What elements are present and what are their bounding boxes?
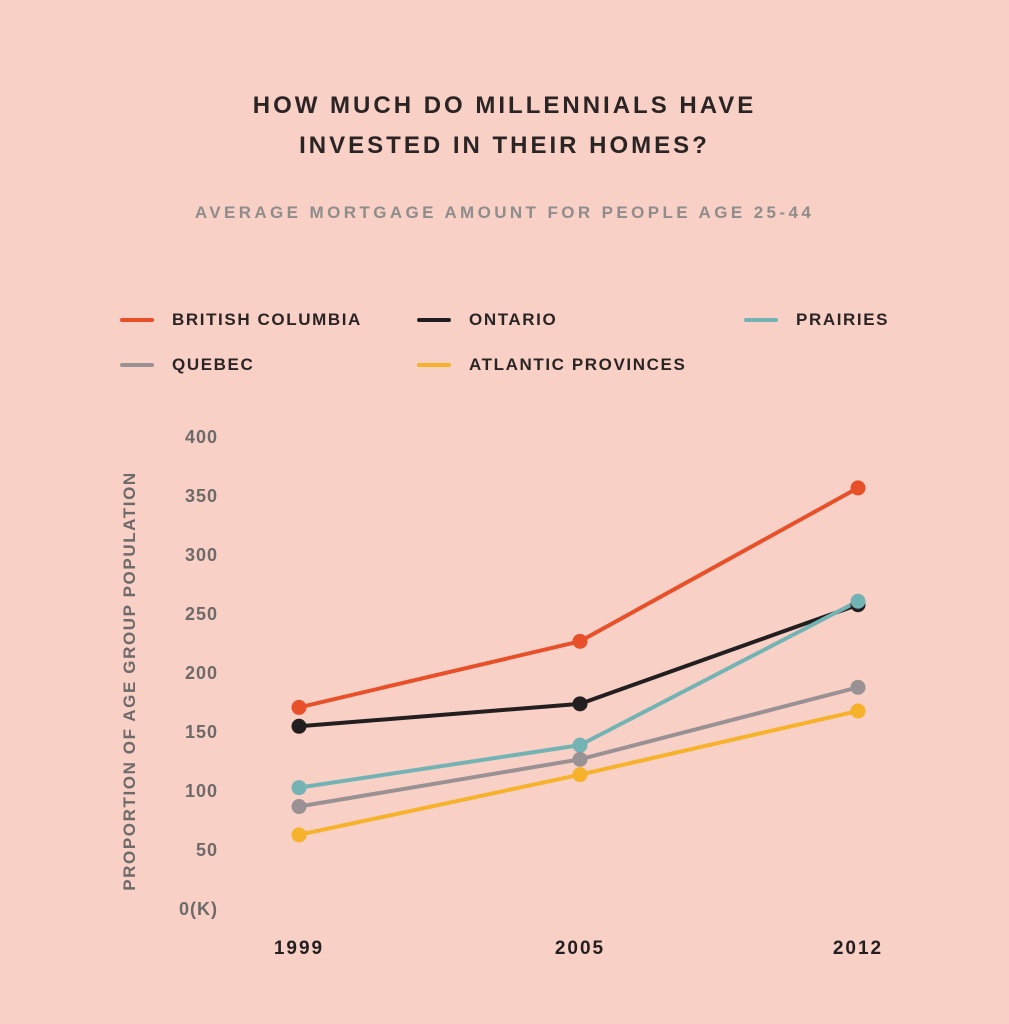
chart-title: HOW MUCH DO MILLENNIALS HAVE INVESTED IN… bbox=[0, 86, 1009, 166]
y-tick-label: 300 bbox=[185, 545, 218, 565]
legend-item-british-columbia: BRITISH COLUMBIA bbox=[120, 308, 362, 332]
legend-item-quebec: QUEBEC bbox=[120, 353, 254, 377]
legend-item-ontario: ONTARIO bbox=[417, 308, 557, 332]
series-lines bbox=[297, 485, 860, 837]
data-point-quebec bbox=[850, 679, 866, 695]
data-point-atlantic-provinces bbox=[291, 827, 307, 843]
data-point-british-columbia bbox=[291, 699, 307, 715]
legend-label-british-columbia: BRITISH COLUMBIA bbox=[172, 310, 362, 329]
legend-label-prairies: PRAIRIES bbox=[796, 310, 890, 329]
y-tick-label: 400 bbox=[185, 427, 218, 447]
y-tick-label: 200 bbox=[185, 663, 218, 683]
series-line-british-columbia bbox=[297, 485, 860, 710]
y-tick-label: 100 bbox=[185, 781, 218, 801]
data-point-ontario bbox=[572, 696, 588, 712]
x-tick-label: 1999 bbox=[274, 938, 324, 959]
chart-subtitle: AVERAGE MORTGAGE AMOUNT FOR PEOPLE AGE 2… bbox=[194, 203, 815, 222]
legend-swatch-prairies bbox=[744, 318, 778, 322]
x-axis-ticks: 1999 2005 2012 bbox=[274, 938, 883, 959]
legend-swatch-quebec bbox=[120, 363, 154, 367]
chart-title-line-1: HOW MUCH DO MILLENNIALS HAVE bbox=[252, 92, 757, 119]
data-point-prairies bbox=[572, 737, 588, 753]
series-points bbox=[291, 480, 866, 843]
data-point-atlantic-provinces bbox=[850, 703, 866, 719]
data-point-prairies bbox=[850, 593, 866, 609]
legend-swatch-atlantic-provinces bbox=[417, 363, 451, 367]
x-tick-label: 2005 bbox=[555, 938, 605, 959]
y-axis-ticks: 0(K) 50 100 150 200 250 300 350 400 bbox=[179, 427, 218, 919]
legend-item-prairies: PRAIRIES bbox=[744, 308, 889, 332]
chart-title-line-2: INVESTED IN THEIR HOMES? bbox=[299, 132, 710, 159]
y-tick-label: 250 bbox=[185, 604, 218, 624]
legend-label-quebec: QUEBEC bbox=[172, 355, 255, 374]
legend-swatch-british-columbia bbox=[120, 318, 154, 322]
data-point-quebec bbox=[572, 751, 588, 767]
x-tick-label: 2012 bbox=[833, 938, 883, 959]
data-point-prairies bbox=[291, 780, 307, 796]
y-tick-label: 150 bbox=[185, 722, 218, 742]
y-tick-label: 350 bbox=[185, 486, 218, 506]
y-tick-label: 0(K) bbox=[179, 899, 218, 919]
legend-label-atlantic-provinces: ATLANTIC PROVINCES bbox=[469, 355, 687, 374]
legend-swatch-ontario bbox=[417, 318, 451, 322]
legend-label-ontario: ONTARIO bbox=[469, 310, 558, 329]
data-point-ontario bbox=[291, 718, 307, 734]
legend-item-atlantic-provinces: ATLANTIC PROVINCES bbox=[417, 353, 686, 377]
data-point-atlantic-provinces bbox=[572, 767, 588, 783]
data-point-quebec bbox=[291, 799, 307, 815]
data-point-british-columbia bbox=[572, 633, 588, 649]
y-tick-label: 50 bbox=[196, 840, 218, 860]
data-point-british-columbia bbox=[850, 480, 866, 496]
